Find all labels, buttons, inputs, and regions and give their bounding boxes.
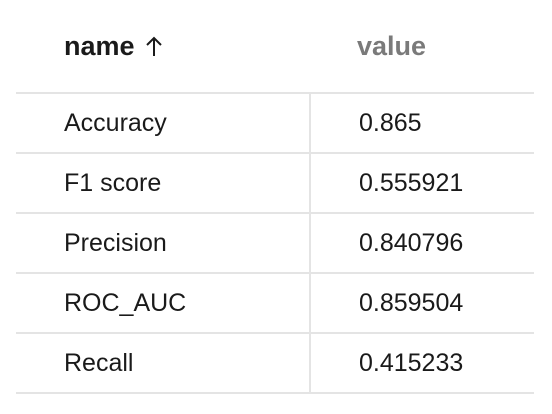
table-row: Recall 0.415233 [16,334,534,394]
table-header-row: name value [16,0,534,94]
metrics-table: name value Accuracy 0.865 F1 score 0.555… [16,0,534,394]
table-row: Accuracy 0.865 [16,94,534,154]
row-value-cell: 0.840796 [309,214,534,272]
column-header-name[interactable]: name [16,0,309,92]
table-row: F1 score 0.555921 [16,154,534,214]
column-header-value[interactable]: value [309,0,534,92]
row-name-cell: Precision [64,228,167,257]
row-value-cell: 0.415233 [309,334,534,392]
row-name-cell: Accuracy [64,108,167,137]
row-value-cell: 0.865 [309,94,534,152]
table-row: ROC_AUC 0.859504 [16,274,534,334]
column-header-name-label: name [64,30,135,61]
row-name-cell: ROC_AUC [64,288,187,317]
row-name-cell: Recall [64,348,134,377]
row-value-cell: 0.555921 [309,154,534,212]
table-row: Precision 0.840796 [16,214,534,274]
row-value-cell: 0.859504 [309,274,534,332]
arrow-up-icon [145,34,163,58]
column-header-value-label: value [357,30,427,61]
row-name-cell: F1 score [64,168,162,197]
